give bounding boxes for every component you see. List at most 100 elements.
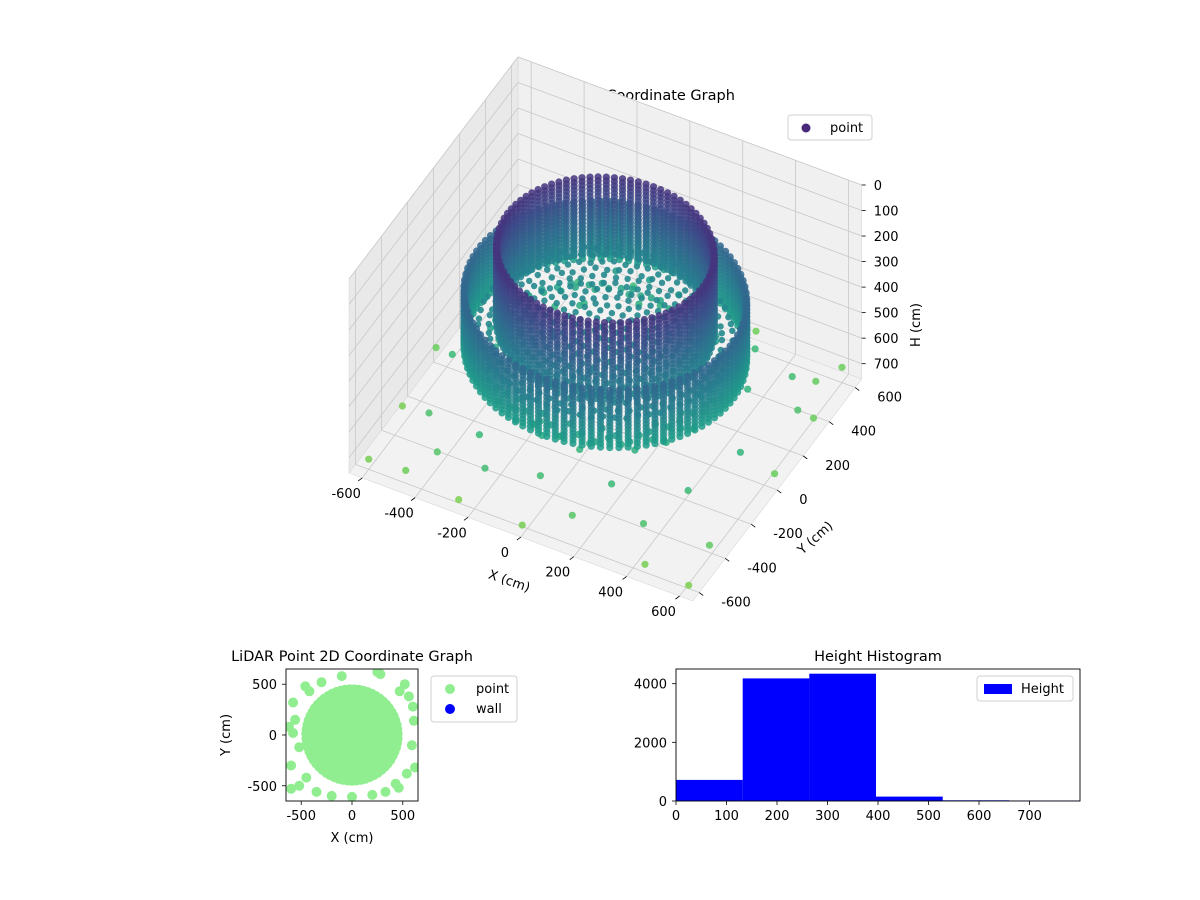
lidar-point-3d xyxy=(673,279,681,286)
lidar-point-3d xyxy=(716,409,724,417)
x-tick-3d xyxy=(516,536,522,541)
x-tick-label-3d: 400 xyxy=(598,585,623,600)
z-axis-label-3d: H (cm) xyxy=(909,303,924,347)
legend-histogram-label: Height xyxy=(1021,682,1064,697)
height-histogram: Height Histogram 0 100 200 300 400 500 600 7000… xyxy=(634,649,1081,824)
y-tick-label-2d: 0 xyxy=(269,729,277,744)
legend-2d-wall-marker xyxy=(445,704,455,714)
lidar-point-3d xyxy=(664,292,671,299)
y-tick-label-2d: 500 xyxy=(252,678,277,693)
lidar-point-3d xyxy=(634,254,642,263)
lidar-point-3d xyxy=(603,302,611,309)
grid-z-left xyxy=(348,107,519,331)
lidar-point-2d xyxy=(290,714,301,725)
lidar-point-3d xyxy=(619,312,626,319)
lidar-point-3d xyxy=(551,435,559,443)
lidar-point-3d xyxy=(612,279,619,287)
lidar-point-2d xyxy=(347,791,357,801)
lidar-point-3d xyxy=(718,330,725,337)
grid-z-back xyxy=(517,56,862,186)
lidar-point-3d xyxy=(615,266,623,274)
lidar-point-3d xyxy=(633,442,641,450)
lidar-point-3d xyxy=(577,275,584,282)
y-tick-label-3d: 400 xyxy=(851,425,876,440)
x-tick-3d xyxy=(569,556,574,561)
lidar-point-3d xyxy=(606,444,614,452)
lidar-point-2d xyxy=(410,762,418,773)
lidar-point-3d xyxy=(561,293,569,301)
lidar-point-3d xyxy=(590,295,597,302)
lidar-point-2d xyxy=(408,715,418,726)
lidar-point-3d xyxy=(676,433,684,441)
z-tick-label-3d: 500 xyxy=(874,307,899,322)
lidar-point-3d xyxy=(578,250,586,258)
lidar-point-3d xyxy=(475,431,483,439)
x-tick-label-2d: 500 xyxy=(390,809,415,824)
lidar-point-3d xyxy=(659,438,668,446)
y-tick-label-3d: -200 xyxy=(773,527,803,542)
z-tick-label-3d: 300 xyxy=(874,256,899,271)
legend-2d-point-label: point xyxy=(476,682,509,697)
lidar-point-3d xyxy=(625,297,632,304)
lidar-point-3d xyxy=(560,437,568,446)
y-tick-3d xyxy=(802,455,808,460)
z-tick-label-3d: 700 xyxy=(874,358,899,373)
x-tick-label-hist: 100 xyxy=(714,809,739,824)
lidar-point-3d xyxy=(661,302,668,309)
lidar-point-3d xyxy=(794,406,802,414)
lidar-point-3d xyxy=(365,455,373,463)
x-tick-label-hist: 600 xyxy=(967,809,992,824)
lidar-point-3d xyxy=(605,286,612,293)
lidar-point-3d xyxy=(615,303,622,310)
lidar-point-3d xyxy=(576,258,583,265)
lidar-point-3d xyxy=(518,521,526,529)
lidar-point-3d xyxy=(518,281,525,288)
lidar-point-3d xyxy=(589,272,596,280)
grid-z-back xyxy=(517,107,862,237)
x-tick-3d xyxy=(357,477,363,482)
lidar-point-3d xyxy=(717,297,724,305)
points-2d-layer xyxy=(286,669,418,801)
lidar-point-3d xyxy=(649,275,656,283)
lidar-point-3d xyxy=(639,520,648,528)
grid-y-floor xyxy=(407,395,752,525)
lidar-point-3d xyxy=(612,274,620,281)
lidar-point-3d xyxy=(577,280,585,287)
legend-3d-marker xyxy=(801,123,811,133)
lidar-point-3d xyxy=(484,293,491,300)
lidar-point-3d xyxy=(557,287,564,295)
x-tick-3d xyxy=(463,517,469,521)
lidar-point-3d xyxy=(657,262,665,270)
lidar-point-3d xyxy=(580,266,588,273)
lidar-point-2d xyxy=(372,669,383,677)
lidar-point-2d xyxy=(390,778,401,789)
lidar-point-3d xyxy=(623,283,630,291)
lidar-point-3d xyxy=(569,269,576,276)
y-tick-3d xyxy=(750,523,756,528)
grid-z-back xyxy=(517,133,862,262)
lidar-point-3d xyxy=(812,377,820,385)
lidar-point-3d xyxy=(596,443,605,451)
lidar-point-3d xyxy=(548,274,555,281)
lidar-point-3d xyxy=(698,422,706,430)
legend-3d: point xyxy=(787,114,873,141)
lidar-point-2d xyxy=(380,786,391,797)
x-tick-label-2d: -500 xyxy=(286,809,316,824)
lidar-point-3d xyxy=(425,409,433,417)
lidar-point-3d xyxy=(647,294,656,302)
legend-3d-label: point xyxy=(830,121,863,136)
histogram-bar xyxy=(676,779,743,801)
histogram-bars xyxy=(676,673,1080,801)
grid-z-left xyxy=(348,133,519,356)
lidar-point-2d xyxy=(403,691,414,702)
lidar-point-3d xyxy=(398,402,406,410)
points-3d-layer xyxy=(365,173,846,589)
legend-3d-frame xyxy=(787,114,873,141)
histogram-bar xyxy=(876,796,943,801)
lidar-point-3d xyxy=(691,426,699,434)
lidar-point-3d xyxy=(651,440,659,448)
legend-2d-wall-label: wall xyxy=(476,702,502,717)
lidar-point-3d xyxy=(617,289,624,297)
y-tick-3d xyxy=(854,387,860,391)
